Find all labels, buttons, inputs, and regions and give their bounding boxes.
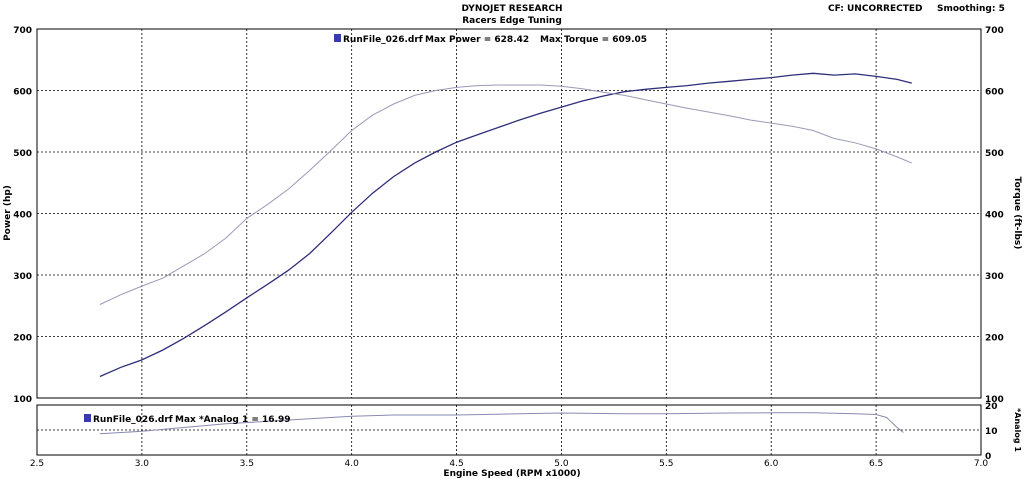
analog-y2-tick-label: 10: [985, 427, 998, 437]
main-y-ticks: 100 200 300 400 500 600 700: [13, 26, 32, 405]
y2-tick-label: 600: [985, 88, 1004, 98]
y2-tick-label: 100: [985, 395, 1004, 405]
analog-legend-max: Max *Analog 1 = 16.99: [175, 415, 291, 425]
x-tick-label: 3.5: [240, 459, 254, 469]
x-tick-label: 5.0: [554, 459, 569, 469]
analog-plot-frame: [36, 404, 982, 456]
main-legend-power: Max Power = 628.42: [425, 35, 529, 45]
x-tick-label: 4.0: [345, 459, 360, 469]
main-legend-swatch: [334, 34, 341, 42]
analog-y2-tick-label: 0: [985, 452, 991, 462]
chart-subtitle: Racers Edge Tuning: [462, 16, 562, 26]
analog-y2-tick-label: 20: [985, 402, 998, 412]
x-ticks: 2.5 3.0 3.5 4.0 4.5 5.0 5.5 6.0 6.5 7.0: [30, 459, 989, 469]
y-tick-label: 600: [13, 88, 32, 98]
main-series-group: [99, 72, 912, 378]
smoothing-label: Smoothing: 5: [937, 4, 1005, 14]
main-y2-ticks: 100 200 300 400 500 600 700: [985, 26, 1004, 405]
x-tick-label: 7.0: [974, 459, 989, 469]
y-axis-label: Power (hp): [3, 185, 13, 241]
main-grid: [37, 29, 981, 398]
x-tick-label: 3.0: [135, 459, 150, 469]
y-tick-label: 100: [13, 395, 32, 405]
analog-legend-swatch: [84, 414, 91, 422]
cf-label: CF: UNCORRECTED: [828, 4, 922, 14]
analog-grid: [37, 405, 981, 455]
x-tick-label: 6.5: [869, 459, 883, 469]
y2-tick-label: 200: [985, 334, 1004, 344]
y-tick-label: 400: [13, 211, 32, 221]
x-tick-label: 5.5: [659, 459, 673, 469]
y2-tick-label: 300: [985, 272, 1004, 282]
y-tick-label: 200: [13, 334, 32, 344]
y-tick-label: 700: [13, 26, 32, 36]
main-legend-file: RunFile_026.drf: [343, 35, 423, 45]
x-axis-label: Engine Speed (RPM x1000): [443, 469, 580, 479]
series-line-torque: [99, 84, 912, 305]
analog-y2-label: *Analog 1: [1013, 408, 1022, 452]
y-tick-label: 500: [13, 149, 32, 159]
y2-tick-label: 500: [985, 149, 1004, 159]
y-tick-label: 300: [13, 272, 32, 282]
y2-tick-label: 700: [985, 26, 1004, 36]
x-tick-label: 6.0: [764, 459, 779, 469]
x-tick-label: 2.5: [30, 459, 44, 469]
chart-title: DYNOJET RESEARCH: [461, 4, 562, 14]
main-legend-torque: Max Torque = 609.05: [540, 35, 647, 45]
y2-axis-label: Torque (ft-lbs): [1012, 177, 1022, 250]
series-line-power: [99, 72, 912, 378]
series-line-analog-1: [99, 412, 904, 435]
analog-series-group: [99, 412, 904, 435]
x-tick-label: 4.5: [449, 459, 463, 469]
main-plot-frame: [36, 28, 982, 399]
analog-y2-ticks: 0 10 20: [985, 402, 998, 462]
analog-legend-file: RunFile_026.drf: [93, 415, 173, 425]
y2-tick-label: 400: [985, 211, 1004, 221]
